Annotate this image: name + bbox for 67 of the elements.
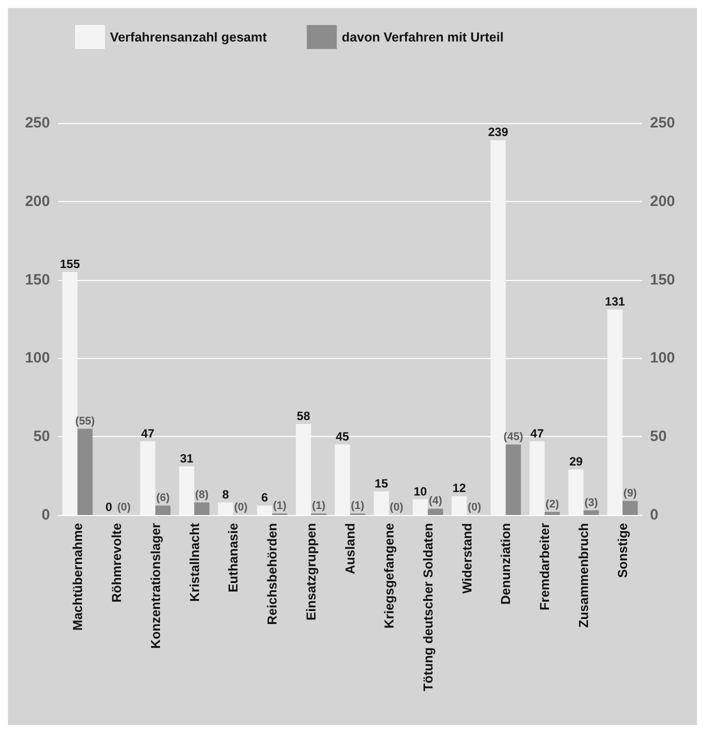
y2-tick-label: 0 — [650, 506, 658, 524]
y2-tick-label: 250 — [650, 114, 676, 132]
legend-label: davon Verfahren mit Urteil — [342, 30, 504, 44]
x-tick-label: Kristallnacht — [186, 522, 202, 602]
data-label: 155 — [60, 256, 80, 271]
data-label: 239 — [488, 125, 508, 140]
data-label: 0 — [105, 500, 112, 514]
data-label: (0) — [468, 502, 482, 514]
bar — [155, 506, 171, 515]
data-label: 47 — [530, 426, 544, 440]
x-tick-label: Ausland — [342, 522, 358, 574]
x-tick-label: Röhmrevolte — [108, 523, 124, 602]
x-tick-label: Denunziation — [498, 522, 514, 605]
bar — [544, 512, 560, 515]
y2-tick-label: 100 — [650, 350, 676, 367]
data-label: (4) — [428, 495, 443, 508]
y-tick-label: 250 — [24, 114, 50, 132]
bar — [428, 508, 444, 515]
x-tick-label: Tötung deutscher Soldaten — [420, 522, 436, 692]
x-tick-label: Kriegsgefangene — [381, 523, 396, 628]
data-label: (55) — [75, 415, 96, 428]
data-label: (1) — [350, 500, 365, 512]
bar — [194, 502, 210, 515]
y2-tick-label: 200 — [650, 192, 676, 210]
x-tick-label: Widerstand — [459, 522, 474, 594]
data-label: 29 — [569, 454, 583, 469]
x-tick-label: Einsatzgruppen — [304, 522, 319, 621]
x-tick-label: Euthanasie — [226, 523, 241, 592]
data-label: (0) — [234, 502, 248, 514]
bar — [506, 444, 521, 515]
y-tick-label: 200 — [24, 192, 50, 210]
data-label: 8 — [222, 487, 230, 502]
x-tick-label: Sonstige — [615, 523, 630, 578]
data-label: 31 — [180, 451, 194, 466]
data-label: (6) — [156, 492, 170, 504]
data-label: (1) — [312, 500, 326, 512]
x-tick-label: Konzentrationslager — [148, 523, 163, 649]
bar — [622, 500, 638, 515]
bar — [584, 510, 599, 515]
data-label: 15 — [374, 476, 388, 490]
data-label: (45) — [504, 430, 524, 443]
data-label: (2) — [546, 498, 560, 510]
data-label: 6 — [261, 490, 268, 505]
y-tick-label: 50 — [33, 428, 50, 446]
data-label: 12 — [452, 481, 466, 496]
data-label: (1) — [273, 500, 287, 512]
bar — [77, 428, 93, 515]
data-label: 45 — [336, 429, 350, 444]
y2-tick-label: 50 — [650, 428, 667, 446]
data-label: 10 — [414, 484, 428, 498]
data-label: (8) — [195, 488, 209, 501]
y-tick-label: 100 — [24, 350, 50, 367]
y2-tick-label: 150 — [650, 271, 676, 288]
y-tick-label: 0 — [42, 506, 50, 524]
x-tick-label: Reichsbehörden — [264, 522, 280, 625]
data-label: 58 — [296, 409, 310, 424]
y-tick-label: 150 — [24, 271, 50, 288]
data-label: 131 — [604, 294, 626, 309]
legend-label: Verfahrensanzahl gesamt — [110, 30, 268, 44]
data-label: (3) — [584, 496, 598, 509]
x-tick-label: Machtübernahme — [70, 523, 85, 631]
data-label: (9) — [623, 487, 638, 500]
x-tick-label: Zusammenbruch — [576, 522, 592, 628]
data-label: (0) — [117, 502, 132, 514]
data-label: (0) — [390, 502, 404, 514]
x-tick-label: Fremdarbeiter — [537, 523, 552, 610]
data-label: 47 — [141, 426, 155, 440]
